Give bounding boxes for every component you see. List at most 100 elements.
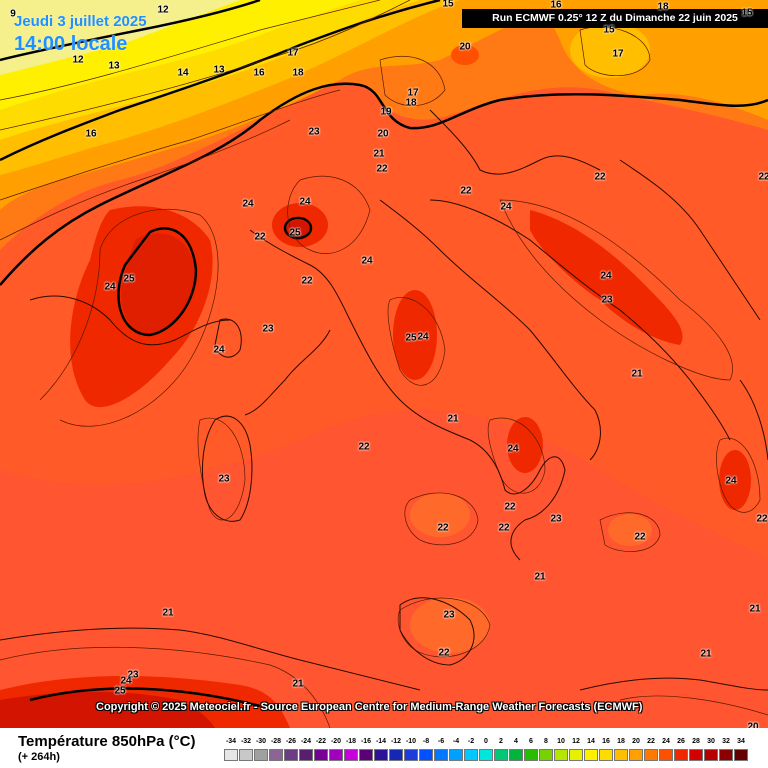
- scale-swatch: [584, 749, 598, 761]
- temp-field-24-balkans: [530, 210, 683, 345]
- temp-field-24-greece: [719, 450, 751, 510]
- temp-field-25-west: [121, 233, 195, 335]
- temp-field-25-alps: [286, 220, 310, 240]
- isotherm-label: 12: [72, 54, 84, 66]
- isotherm-25-west: [117, 227, 198, 337]
- scale-tick-label: -10: [405, 738, 417, 745]
- scale-swatch: [434, 749, 448, 761]
- isotherm-label: 17: [407, 87, 419, 99]
- isotherm-label: 20: [747, 721, 759, 729]
- isotherm-label: 25: [289, 227, 301, 239]
- isotherm-label: 15: [741, 7, 753, 19]
- isotherm-label: 13: [213, 64, 225, 76]
- isotherm-10-line: [0, 0, 261, 62]
- isotherm-label: 22: [460, 185, 472, 197]
- isotherm-label: 25: [114, 685, 126, 697]
- scale-swatch: [689, 749, 703, 761]
- scale-tick-label: -14: [375, 738, 387, 745]
- isotherm-25-alps: [283, 216, 313, 240]
- scale-swatch: [284, 749, 298, 761]
- scale-tick-label: -34: [225, 738, 237, 745]
- isotherm-label: 22: [634, 531, 646, 543]
- isotherm-label: 22: [756, 513, 768, 525]
- scale-tick-label: 2: [499, 738, 503, 745]
- scale-tick-label: 0: [484, 738, 488, 745]
- scale-swatch: [539, 749, 553, 761]
- scale-tick-label: 12: [572, 738, 580, 745]
- isotherm-label: 24: [242, 198, 254, 210]
- footer-bar: Température 850hPa (°C) (+ 264h) -34 -32-…: [0, 728, 768, 768]
- scale-tick-label: -22: [315, 738, 327, 745]
- scale-swatch: [419, 749, 433, 761]
- temperature-map: Jeudi 3 juillet 2025 14:00 locale Run EC…: [0, 0, 768, 728]
- isotherm-label: 22: [358, 441, 370, 453]
- isotherm-label: 20: [459, 41, 471, 53]
- scale-tick-label: 16: [602, 738, 610, 745]
- isotherm-label: 22: [254, 231, 266, 243]
- isotherm-label: 22: [438, 647, 450, 659]
- isotherm-label: 25: [405, 332, 417, 344]
- variable-title: Température 850hPa (°C): [18, 733, 196, 750]
- forecast-date: Jeudi 3 juillet 2025: [14, 13, 147, 30]
- lead-time: (+ 264h): [18, 751, 60, 763]
- scale-tick-label: -30: [255, 738, 267, 745]
- temp-field-22-sicily: [410, 597, 490, 653]
- isotherm-label: 22: [504, 501, 516, 513]
- isotherm-label: 24: [600, 270, 612, 282]
- isotherm-20-line: [0, 82, 768, 286]
- scale-swatch: [254, 749, 268, 761]
- temp-field-24-italy: [393, 290, 437, 380]
- isotherm-label: 21: [292, 678, 304, 690]
- forecast-time: 14:00 locale: [14, 33, 128, 55]
- scale-swatch: [239, 749, 253, 761]
- scale-tick-label: 10: [557, 738, 565, 745]
- isotherm-label: 13: [108, 60, 120, 72]
- scale-swatch: [644, 749, 658, 761]
- scale-swatch: [554, 749, 568, 761]
- isotherm-label: 21: [162, 607, 174, 619]
- isotherm-label: 24: [725, 475, 737, 487]
- scale-tick-label: 32: [722, 738, 730, 745]
- temp-field-ne-cool: [570, 22, 650, 78]
- scale-tick-label: -4: [452, 738, 460, 745]
- scale-tick-label: -2: [467, 738, 475, 745]
- isotherm-label: 24: [120, 675, 132, 687]
- scale-tick-label: 14: [587, 738, 595, 745]
- scale-tick-label: 26: [677, 738, 685, 745]
- scale-swatch: [494, 749, 508, 761]
- scale-swatch: [464, 749, 478, 761]
- color-scale-legend: -34 -32 -30 -28 -26 -24 -22 -20 -18 -16 -14 -12 -10-…: [224, 738, 748, 762]
- scale-swatch: [734, 749, 748, 761]
- isotherm-label: 25: [123, 273, 135, 285]
- isotherm-label: 24: [417, 331, 429, 343]
- scale-tick-label: 20: [632, 738, 640, 745]
- scale-tick-label: -28: [270, 738, 282, 745]
- isotherm-label: 23: [308, 126, 320, 138]
- isotherm-label: 18: [292, 67, 304, 79]
- scale-swatch: [374, 749, 388, 761]
- isotherm-label: 16: [85, 128, 97, 140]
- isotherm-label: 22: [758, 171, 768, 183]
- scale-tick-label: 34: [737, 738, 745, 745]
- scale-swatch: [569, 749, 583, 761]
- isotherm-label: 23: [262, 323, 274, 335]
- scale-tick-label: 18: [617, 738, 625, 745]
- isotherm-label: 21: [447, 413, 459, 425]
- scale-swatch: [599, 749, 613, 761]
- isotherm-label: 21: [631, 368, 643, 380]
- isotherm-label: 16: [253, 67, 265, 79]
- scale-swatch: [509, 749, 523, 761]
- isotherm-label: 21: [534, 571, 546, 583]
- isotherm-label: 24: [104, 281, 116, 293]
- scale-tick-label: 4: [514, 738, 518, 745]
- isotherm-label: 21: [749, 603, 761, 615]
- temp-field-25-africa: [0, 691, 215, 728]
- isotherm-label: 22: [301, 275, 313, 287]
- isotherm-label: 23: [218, 473, 230, 485]
- scale-tick-label: 24: [662, 738, 670, 745]
- temp-field-22-ionian: [608, 514, 652, 546]
- temp-field-hotspot-north: [451, 45, 479, 65]
- scale-swatch: [299, 749, 313, 761]
- isotherm-label: 19: [380, 106, 392, 118]
- isotherm-15-line: [0, 0, 441, 162]
